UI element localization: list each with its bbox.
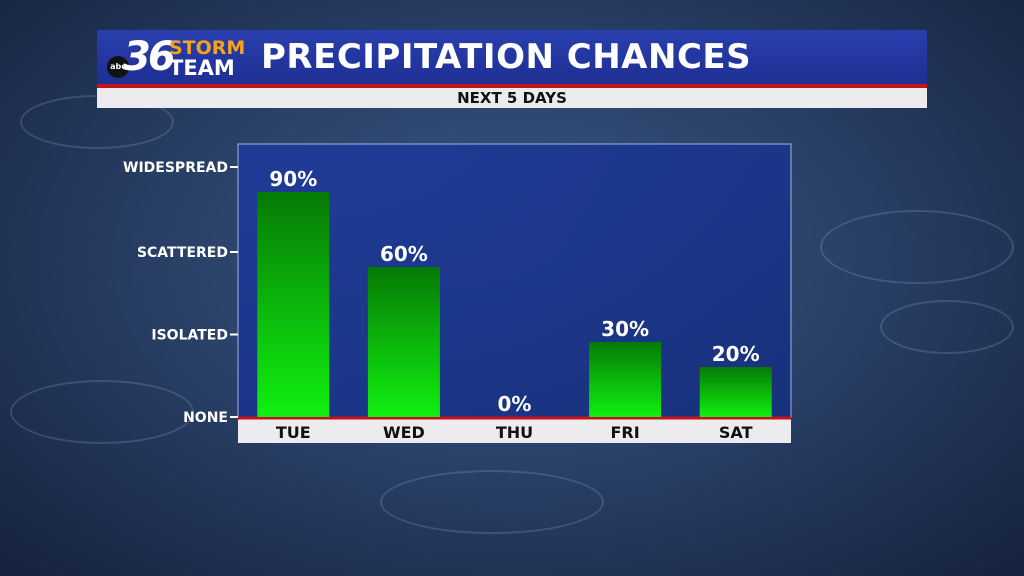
subtitle-bar: NEXT 5 DAYS	[97, 88, 927, 108]
rain-ripple	[880, 300, 1014, 354]
data-label-fri: 30%	[601, 317, 649, 341]
x-tick-label-sat: SAT	[719, 423, 753, 442]
header-bar: abc 36 STORM TEAM PRECIPITATION CHANCES	[97, 30, 927, 88]
data-label-sat: 20%	[712, 342, 760, 366]
y-tick-label-isolated: ISOLATED	[151, 328, 228, 344]
y-tick-label-scattered: SCATTERED	[137, 245, 228, 261]
logo-channel-number: 36	[123, 34, 176, 80]
bar-sat	[699, 367, 772, 417]
plot-area	[237, 143, 792, 418]
bar-wed	[367, 267, 440, 417]
rain-ripple	[380, 470, 604, 534]
y-tick-label-widespread: WIDESPREAD	[123, 160, 228, 176]
data-label-thu: 0%	[498, 392, 532, 416]
rain-ripple	[10, 380, 194, 444]
page-subtitle: NEXT 5 DAYS	[457, 89, 567, 107]
x-tick-label-wed: WED	[383, 423, 425, 442]
x-tick-label-thu: THU	[496, 423, 533, 442]
logo-storm-text: STORM	[169, 37, 246, 59]
rain-ripple	[820, 210, 1014, 284]
x-axis-band	[238, 419, 791, 443]
logo-team-text: TEAM	[169, 56, 235, 80]
x-tick-label-tue: TUE	[276, 423, 311, 442]
data-label-wed: 60%	[380, 242, 428, 266]
data-label-tue: 90%	[269, 167, 317, 191]
page-title: PRECIPITATION CHANCES	[261, 37, 752, 77]
y-tick-label-none: NONE	[183, 410, 228, 426]
bar-fri	[589, 342, 662, 417]
abc-logo-badge: abc	[107, 56, 129, 78]
x-tick-label-fri: FRI	[610, 423, 639, 442]
storm-team-logo: abc 36 STORM TEAM	[103, 34, 251, 80]
bar-tue	[257, 192, 330, 417]
